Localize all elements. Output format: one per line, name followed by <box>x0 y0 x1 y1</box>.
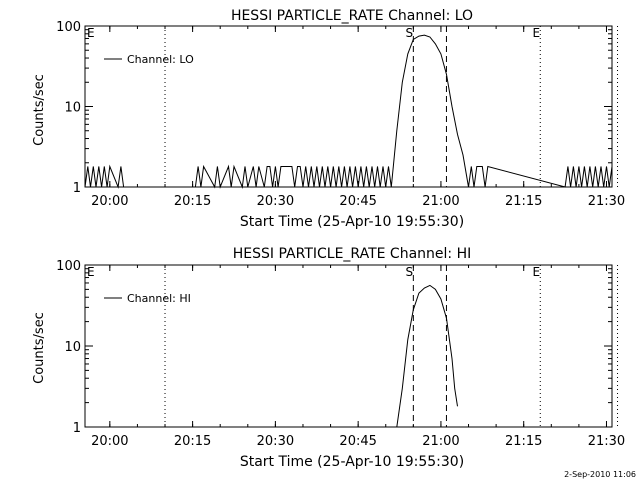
y-tick-label: 10 <box>64 101 81 116</box>
x-tick-label: 20:30 <box>257 434 294 449</box>
legend-entry: Channel: HI <box>127 292 191 305</box>
y-tick-label: 100 <box>56 259 81 274</box>
y-tick-label: 100 <box>56 20 81 35</box>
time-marker-label: S <box>406 26 414 40</box>
x-tick-label: 20:00 <box>91 434 128 449</box>
time-marker-label: E <box>532 265 540 279</box>
x-tick-label: 20:00 <box>91 194 128 209</box>
x-tick-label: 21:30 <box>588 194 625 209</box>
x-tick-label: 21:30 <box>588 434 625 449</box>
series-line <box>396 284 458 428</box>
x-tick-label: 20:15 <box>174 434 211 449</box>
plot-frame <box>84 264 613 428</box>
chart-title: HESSI PARTICLE_RATE Channel: HI <box>233 246 471 262</box>
x-tick-label: 21:00 <box>422 194 459 209</box>
time-marker-label: E <box>532 26 540 40</box>
y-tick-label: 1 <box>73 421 81 436</box>
x-axis-label: Start Time (25-Apr-10 19:55:30) <box>240 454 464 470</box>
time-marker-label: S <box>406 265 414 279</box>
x-axis-label: Start Time (25-Apr-10 19:55:30) <box>240 214 464 230</box>
plot-frame <box>84 25 613 188</box>
x-tick-label: 21:15 <box>505 194 542 209</box>
legend-entry: Channel: LO <box>127 53 194 66</box>
x-tick-label: 20:15 <box>174 194 211 209</box>
footer-date: 2-Sep-2010 11:06 <box>564 470 636 479</box>
panel-lo: HESSI PARTICLE_RATE Channel: LO Counts/s… <box>32 8 625 230</box>
x-tick-label: 20:45 <box>339 194 376 209</box>
corner-marker-label: E <box>87 26 95 40</box>
x-tick-label: 21:00 <box>422 434 459 449</box>
series-line <box>84 34 613 189</box>
y-axis-label: Counts/sec <box>32 74 47 146</box>
y-tick-label: 1 <box>73 181 81 196</box>
y-axis-label: Counts/sec <box>32 312 47 384</box>
legend: Channel: HI <box>104 292 191 305</box>
corner-marker-label: E <box>87 265 95 279</box>
x-tick-label: 20:30 <box>257 194 294 209</box>
x-tick-label: 20:45 <box>339 434 376 449</box>
legend: Channel: LO <box>104 53 194 66</box>
chart-title: HESSI PARTICLE_RATE Channel: LO <box>231 8 473 24</box>
y-tick-label: 10 <box>64 340 81 355</box>
panel-hi: HESSI PARTICLE_RATE Channel: HI Counts/s… <box>32 246 625 470</box>
x-tick-label: 21:15 <box>505 434 542 449</box>
